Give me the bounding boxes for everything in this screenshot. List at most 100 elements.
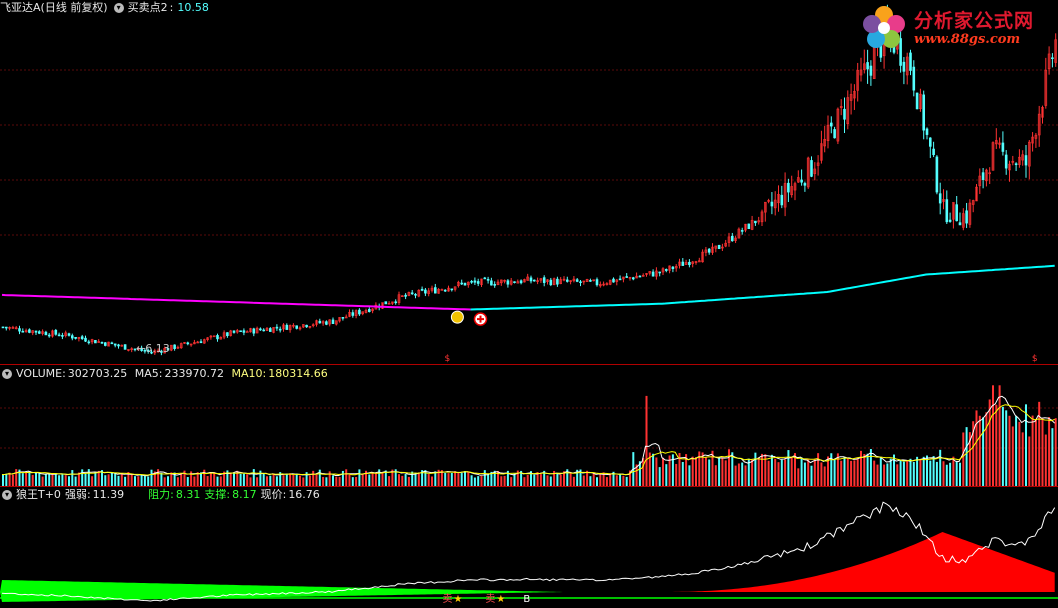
candle-body: [965, 210, 968, 224]
volume-bar: [64, 475, 67, 486]
candle-body: [47, 334, 51, 337]
volume-bar: [711, 450, 714, 486]
volume-bar: [701, 452, 704, 486]
volume-bar: [942, 461, 945, 486]
volume-bar: [18, 469, 21, 486]
candle-body: [219, 336, 223, 340]
volume-bar: [196, 472, 199, 486]
candle-body: [311, 324, 315, 327]
volume-bar: [295, 473, 298, 486]
volume-bar: [1025, 404, 1027, 486]
volume-bar: [530, 471, 532, 486]
colon-sep: :: [282, 488, 287, 501]
candle-body: [282, 324, 285, 330]
candle-body: [988, 172, 992, 175]
volume-bar: [827, 456, 829, 486]
volume-bar: [150, 469, 153, 486]
candle-body: [305, 324, 308, 328]
long-ma-before-line: [1, 293, 471, 311]
candle-body: [625, 276, 629, 278]
volume-bar: [74, 476, 77, 486]
volume-bar: [127, 472, 130, 486]
candle-body: [582, 280, 586, 283]
chevron-down-icon[interactable]: ▾: [2, 490, 12, 500]
volume-bar: [572, 476, 575, 486]
candle-body: [318, 320, 322, 324]
candle-body: [407, 292, 411, 296]
candle-body: [562, 278, 566, 281]
volume-bar: [579, 469, 582, 486]
candle-body: [143, 349, 147, 352]
candle-body: [358, 309, 361, 315]
candle-body: [229, 330, 232, 336]
volume-bar: [143, 475, 146, 486]
candle-body: [173, 344, 176, 349]
candle-body: [24, 330, 28, 333]
candle-body: [255, 327, 259, 334]
candle-body: [645, 273, 648, 275]
volume-bar: [757, 457, 760, 486]
candle-body: [856, 70, 860, 91]
chevron-down-icon[interactable]: ▾: [2, 369, 12, 379]
candle-body: [123, 344, 127, 350]
volume-bar: [318, 469, 321, 486]
candle-body: [41, 331, 44, 334]
price-label: 现价: [260, 488, 283, 501]
volume-bar: [602, 472, 605, 486]
candle-body: [839, 106, 843, 108]
volume-bar: [101, 470, 103, 486]
volume-bar: [1015, 416, 1018, 486]
volume-bar: [506, 470, 509, 486]
volume-bar: [675, 463, 678, 486]
candle-body: [100, 341, 104, 344]
volume-bar: [823, 466, 826, 486]
volume-bar: [929, 460, 932, 486]
candle-body: [734, 237, 737, 241]
candle-body: [97, 341, 100, 343]
candle-body: [186, 342, 190, 345]
candle-body: [800, 179, 803, 183]
candle-body: [5, 326, 8, 329]
volume-bar: [797, 468, 800, 486]
volume-bar: [886, 463, 889, 486]
volume-bar: [176, 477, 179, 486]
volume-bar: [817, 453, 820, 486]
volume-bar: [61, 473, 64, 486]
candle-body: [754, 220, 757, 224]
volume-bar: [652, 453, 655, 486]
candle-body: [54, 329, 58, 335]
chevron-down-icon[interactable]: ▾: [113, 3, 124, 13]
volume-bar: [1031, 415, 1034, 486]
volume-bar: [678, 453, 681, 486]
volume-bar: [219, 476, 222, 486]
candle-body: [301, 324, 305, 328]
volume-bar: [704, 457, 707, 486]
candle-body: [397, 294, 401, 304]
volume-bar: [605, 477, 608, 486]
candle-body: [1004, 154, 1008, 169]
candle-body: [559, 279, 563, 285]
ma5-label: MA5: [134, 367, 159, 380]
candle-body: [153, 350, 157, 354]
candle-body: [1037, 113, 1041, 136]
volume-bar: [830, 453, 833, 486]
volume-bar: [549, 476, 552, 486]
volume-bar: [282, 475, 285, 486]
volume-bar: [992, 385, 994, 486]
candle-body: [932, 148, 935, 156]
volume-bar: [612, 471, 615, 486]
candle-body: [701, 251, 704, 263]
candle-body: [862, 63, 866, 70]
volume-bar: [850, 460, 853, 486]
volume-bar: [345, 469, 348, 486]
volume-bar: [361, 473, 364, 486]
volume-bar: [803, 462, 806, 486]
volume-bar: [48, 473, 51, 486]
volume-bar: [269, 475, 272, 486]
support-label: 支撑: [204, 488, 227, 501]
wolf-panel-header: ▾ 狼王T+0 强弱: 11.39 阻力: 8.31 支撑: 8.17 现价: 16.76: [0, 487, 324, 503]
candle-body: [150, 351, 153, 354]
candle-body: [21, 330, 25, 333]
candle-body: [585, 279, 589, 282]
